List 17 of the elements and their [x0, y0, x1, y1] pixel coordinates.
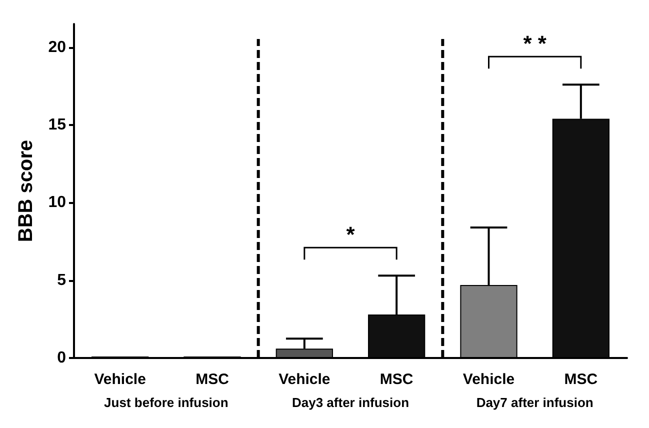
annotation: * *: [523, 31, 547, 56]
y-tick-label: 15: [48, 116, 66, 134]
y-tick-label: 0: [57, 350, 66, 366]
x-tick-label: Vehicle: [94, 371, 146, 388]
y-tick-label: 10: [48, 194, 66, 212]
annotation: *: [346, 222, 356, 248]
x-tick-label: Vehicle: [462, 371, 515, 388]
x-tick-label: MSC: [564, 371, 598, 388]
y-tick-label: 5: [57, 272, 66, 289]
y-tick-label: 20: [48, 38, 66, 56]
x-tick-label: Vehicle: [278, 371, 330, 388]
x-tick-label: MSC: [196, 371, 230, 388]
x-tick-label: MSC: [380, 371, 414, 388]
text: Day7 after infusion: [476, 395, 594, 410]
text: Just before infusion: [104, 395, 228, 410]
text: Day3 after infusion: [292, 395, 410, 410]
y-axis-title: BBB score: [15, 140, 37, 242]
